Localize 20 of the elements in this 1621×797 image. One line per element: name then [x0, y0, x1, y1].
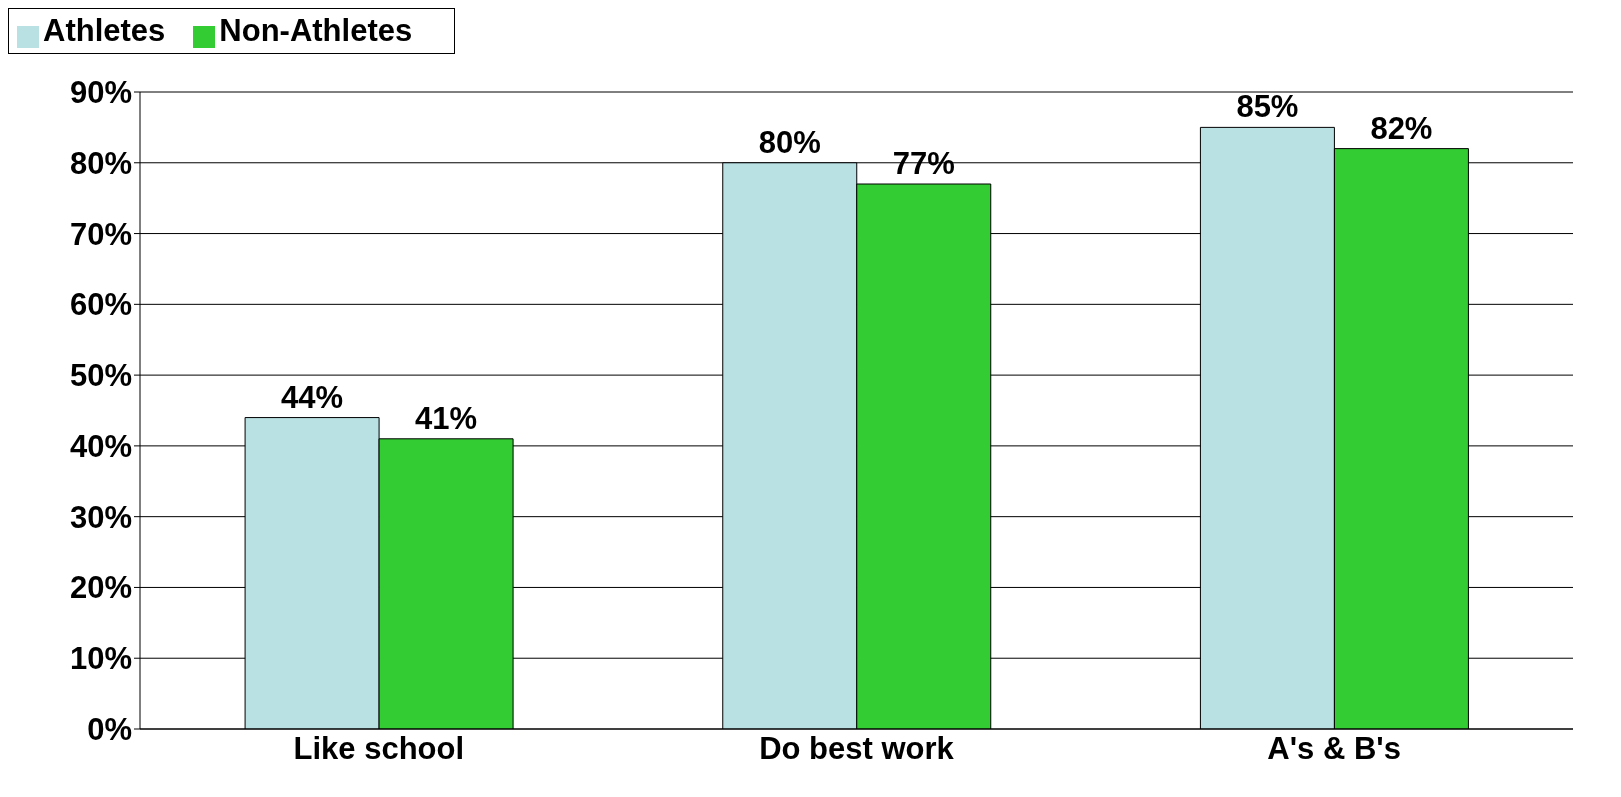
y-tick-label: 90% [69, 75, 132, 110]
data-label: 80% [758, 124, 821, 160]
y-tick-label: 60% [69, 287, 132, 323]
legend-label: Athletes [43, 13, 166, 48]
y-tick-label: 10% [69, 641, 132, 677]
y-tick-label: 30% [69, 499, 132, 535]
y-tick-label: 20% [69, 570, 132, 606]
data-label: 41% [415, 400, 478, 436]
x-tick-label: A's & B's [1267, 731, 1401, 767]
y-tick-label: 80% [69, 145, 132, 181]
y-tick-label: 50% [69, 358, 132, 394]
x-tick-label: Do best work [759, 731, 955, 767]
y-tick-label: 0% [87, 712, 132, 748]
y-tick-label: 70% [69, 216, 132, 252]
legend-label: Non-Athletes [219, 13, 413, 48]
data-label: 82% [1370, 110, 1433, 146]
data-label: 44% [281, 379, 344, 415]
y-tick-label: 40% [69, 428, 132, 464]
x-tick-label: Like school [293, 731, 465, 767]
data-label: 85% [1236, 89, 1299, 125]
